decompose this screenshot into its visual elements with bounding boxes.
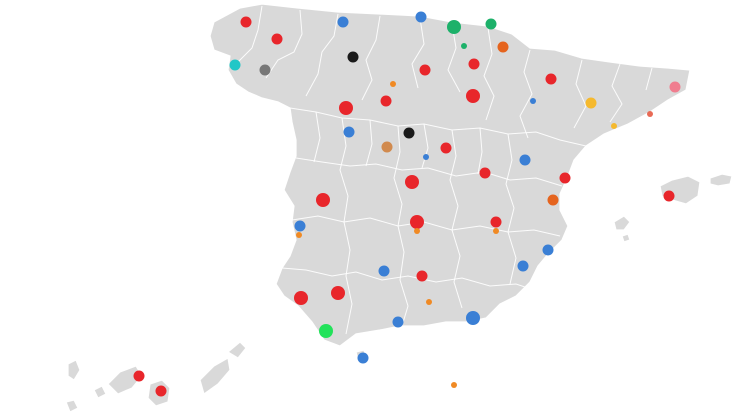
map-marker-green[interactable] [461, 43, 467, 49]
map-marker-orange[interactable] [414, 228, 420, 234]
map-marker-red[interactable] [380, 95, 392, 107]
canary-la-palma [67, 359, 81, 381]
map-marker-red[interactable] [490, 216, 502, 228]
map-marker-black[interactable] [347, 51, 359, 63]
map-marker-blue[interactable] [530, 98, 536, 104]
canary-lanzarote [226, 341, 247, 359]
map-marker-red[interactable] [559, 172, 571, 184]
formentera-island [621, 233, 631, 243]
map-marker-pink[interactable] [669, 81, 681, 93]
map-marker-orange[interactable] [296, 232, 302, 238]
province-borders [237, 5, 653, 335]
map-marker-red[interactable] [294, 291, 308, 305]
map-marker-orange[interactable] [426, 299, 432, 305]
map-marker-blue[interactable] [343, 126, 355, 138]
map-marker-dark_orange[interactable] [547, 194, 559, 206]
canary-fuerteventura [199, 357, 231, 395]
menorca-island [709, 173, 733, 187]
map-marker-gold[interactable] [585, 97, 597, 109]
map-marker-orange[interactable] [451, 382, 457, 388]
map-marker-blue[interactable] [423, 154, 429, 160]
map-marker-blue[interactable] [357, 352, 369, 364]
map-marker-salmon[interactable] [647, 111, 653, 117]
map-marker-red[interactable] [663, 190, 675, 202]
map-marker-blue[interactable] [466, 311, 480, 325]
ibiza-island [613, 215, 631, 231]
map-marker-red[interactable] [468, 58, 480, 70]
map-marker-red[interactable] [133, 370, 145, 382]
map-marker-dark_orange[interactable] [497, 41, 509, 53]
map-marker-red[interactable] [271, 33, 283, 45]
map-marker-tan[interactable] [381, 141, 393, 153]
map-marker-green[interactable] [485, 18, 497, 30]
map-marker-red[interactable] [419, 64, 431, 76]
party-markers [133, 11, 681, 397]
map-marker-red[interactable] [479, 167, 491, 179]
map-marker-blue[interactable] [415, 11, 427, 23]
map-marker-orange[interactable] [493, 228, 499, 234]
map-marker-blue[interactable] [542, 244, 554, 256]
map-marker-red[interactable] [339, 101, 353, 115]
map-marker-red[interactable] [410, 215, 424, 229]
map-marker-red[interactable] [240, 16, 252, 28]
map-marker-blue[interactable] [392, 316, 404, 328]
canary-la-gomera [93, 385, 107, 399]
map-marker-blue[interactable] [294, 220, 306, 232]
landmass [65, 3, 733, 413]
map-marker-black[interactable] [403, 127, 415, 139]
map-marker-bright_green[interactable] [319, 324, 333, 338]
map-marker-red[interactable] [545, 73, 557, 85]
map-marker-blue[interactable] [517, 260, 529, 272]
map-marker-gray[interactable] [259, 64, 271, 76]
map-marker-red[interactable] [155, 385, 167, 397]
map-marker-red[interactable] [440, 142, 452, 154]
map-marker-blue[interactable] [378, 265, 390, 277]
iberian-peninsula-shape [209, 3, 691, 347]
map-marker-blue[interactable] [519, 154, 531, 166]
map-marker-red[interactable] [316, 193, 330, 207]
map-marker-green[interactable] [447, 20, 461, 34]
map-marker-gold[interactable] [611, 123, 617, 129]
map-marker-red[interactable] [466, 89, 480, 103]
map-marker-cyan[interactable] [229, 59, 241, 71]
map-marker-orange[interactable] [390, 81, 396, 87]
map-marker-blue[interactable] [337, 16, 349, 28]
canary-el-hierro [65, 399, 79, 413]
map-marker-red[interactable] [416, 270, 428, 282]
map-marker-red[interactable] [405, 175, 419, 189]
map-marker-red[interactable] [331, 286, 345, 300]
